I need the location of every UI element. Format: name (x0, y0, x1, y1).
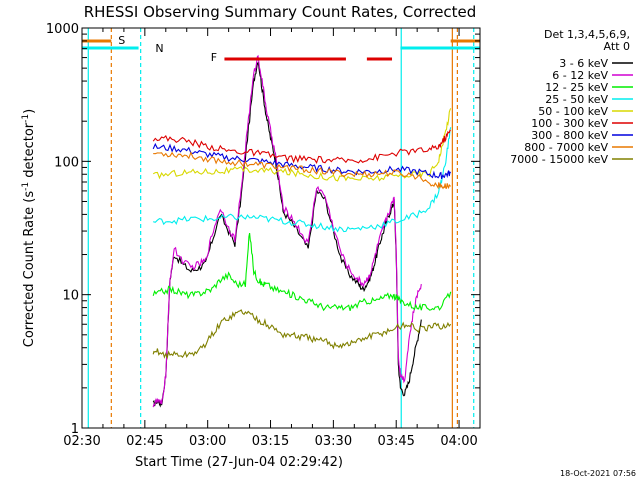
flag-label-s: S (118, 34, 125, 47)
x-tick-label-5: 03:45 (377, 434, 414, 449)
series-line-1 (152, 54, 422, 408)
legend-header-1: Det 1,3,4,5,6,9, (544, 28, 630, 41)
series-line-2 (152, 232, 452, 312)
y-label-part2: detector (22, 122, 37, 182)
series-line-5 (152, 129, 451, 164)
x-tick-label-3: 03:15 (252, 434, 289, 449)
y-label-part3: ) (22, 109, 37, 114)
vertical-markers (87, 28, 475, 428)
y-tick-label-1: 10 (62, 289, 79, 304)
legend-label-6: 300 - 800 keV (531, 129, 608, 142)
legend-label-4: 50 - 100 keV (538, 105, 608, 118)
legend-label-2: 12 - 25 keV (545, 81, 608, 94)
plot-frame (81, 27, 481, 429)
legend-label-5: 100 - 300 keV (531, 117, 608, 130)
series-line-7 (153, 151, 452, 190)
x-tick-label-6: 04:00 (440, 434, 477, 449)
legend-header-2: Att 0 (604, 40, 630, 53)
y-label-sup2: -1 (21, 114, 31, 123)
axes: 02:30 02:45 03:00 03:15 03:30 03:45 04:00 1 10 10… (46, 22, 481, 449)
y-tick-label-3: 1000 (46, 22, 79, 37)
x-tick-label-1: 02:45 (126, 434, 163, 449)
series-line-6 (152, 142, 452, 180)
legend-label-1: 6 - 12 keV (552, 69, 608, 82)
flag-label-n: N (155, 42, 163, 55)
legend-label-3: 25 - 50 keV (545, 93, 608, 106)
series-line-8 (152, 309, 452, 360)
flag-label-f: F (211, 51, 217, 64)
timestamp: 18-Oct-2021 07:56 (560, 469, 636, 478)
series-line-4 (152, 108, 452, 182)
legend-label-0: 3 - 6 keV (559, 57, 608, 70)
x-tick-label-0: 02:30 (63, 434, 100, 449)
series-lines (152, 54, 452, 408)
y-axis-label: Corrected Count Rate (s-1 detector-1) (21, 109, 37, 347)
x-tick-label-4: 03:30 (315, 434, 352, 449)
chart-title: RHESSI Observing Summary Count Rates, Co… (84, 3, 477, 21)
y-label-sup1: -1 (21, 182, 31, 191)
y-tick-label-0: 1 (71, 422, 79, 437)
x-axis-label: Start Time (27-Jun-04 02:29:42) (135, 455, 343, 470)
legend-label-7: 800 - 7000 keV (524, 141, 608, 154)
series-line-3 (153, 127, 452, 233)
legend-label-8: 7000 - 15000 keV (510, 153, 608, 166)
x-tick-label-2: 03:00 (189, 434, 226, 449)
y-label-part1: Corrected Count Rate (s (22, 191, 37, 348)
y-tick-label-2: 100 (54, 155, 79, 170)
